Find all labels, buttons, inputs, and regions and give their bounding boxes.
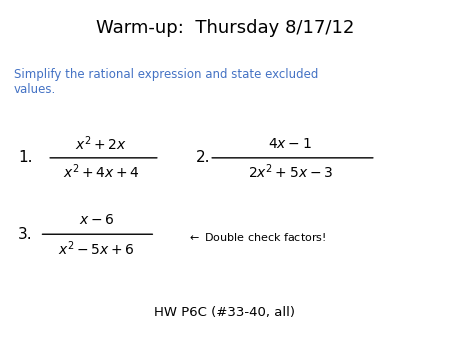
Text: $x^2-5x+6$: $x^2-5x+6$ (58, 240, 135, 259)
Text: $\leftarrow$ Double check factors!: $\leftarrow$ Double check factors! (187, 231, 326, 243)
Text: $4x-1$: $4x-1$ (268, 137, 312, 151)
Text: 1.: 1. (18, 150, 32, 165)
Text: 2.: 2. (196, 150, 210, 165)
Text: Simplify the rational expression and state excluded
values.: Simplify the rational expression and sta… (14, 68, 318, 96)
Text: $x^2+2x$: $x^2+2x$ (75, 134, 127, 153)
Text: HW P6C (#33-40, all): HW P6C (#33-40, all) (154, 306, 296, 319)
Text: $x-6$: $x-6$ (79, 213, 114, 227)
Text: $x^2+4x+4$: $x^2+4x+4$ (63, 162, 140, 181)
Text: 3.: 3. (18, 227, 32, 242)
Text: $2x^2+5x-3$: $2x^2+5x-3$ (248, 162, 333, 181)
Text: Warm-up:  Thursday 8/17/12: Warm-up: Thursday 8/17/12 (96, 19, 354, 37)
